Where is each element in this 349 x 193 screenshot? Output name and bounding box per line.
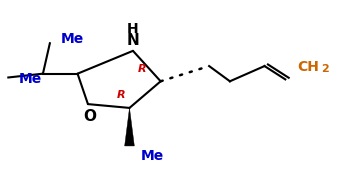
Text: R: R xyxy=(117,90,125,100)
Polygon shape xyxy=(125,108,134,146)
Text: R: R xyxy=(137,64,146,74)
Text: N: N xyxy=(127,33,139,48)
Text: Me: Me xyxy=(61,32,84,47)
Text: 2: 2 xyxy=(321,64,329,74)
Text: Me: Me xyxy=(140,149,164,163)
Text: H: H xyxy=(127,22,139,36)
Text: CH: CH xyxy=(297,60,319,74)
Text: O: O xyxy=(83,109,96,124)
Text: Me: Me xyxy=(19,72,43,86)
